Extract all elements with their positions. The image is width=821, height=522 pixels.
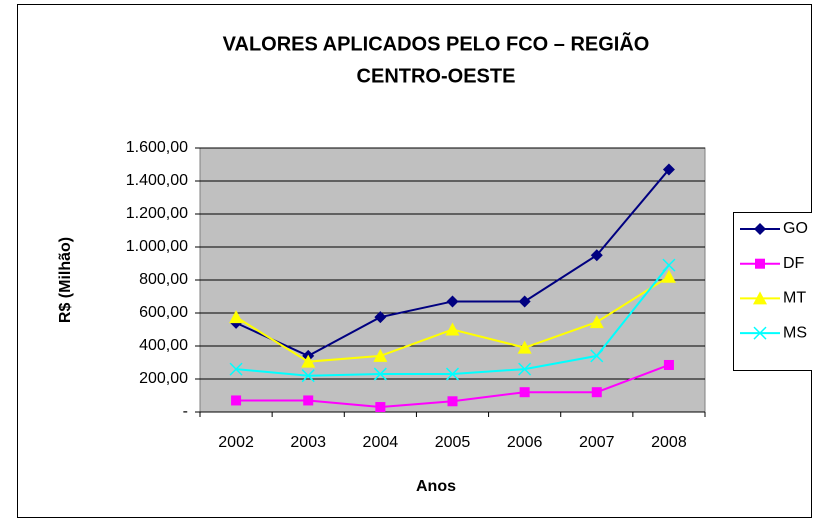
marker — [375, 402, 386, 413]
x-tick-label: 2006 — [507, 434, 543, 451]
marker — [663, 359, 674, 370]
marker — [590, 249, 603, 262]
y-tick-label: 1.200,00 — [126, 205, 188, 222]
y-tick-label: 400,00 — [139, 337, 188, 354]
marker — [303, 395, 314, 406]
legend-label: GO — [783, 220, 808, 237]
legend-label: MT — [783, 290, 806, 307]
y-axis-label: R$ (Milhão) — [57, 237, 74, 323]
x-tick-label: 2004 — [363, 434, 399, 451]
marker — [517, 340, 532, 354]
y-tick-label: 1.600,00 — [126, 139, 188, 156]
marker — [661, 269, 676, 283]
marker — [447, 396, 458, 407]
legend — [733, 212, 812, 371]
marker — [229, 310, 244, 324]
marker — [662, 258, 676, 272]
marker — [518, 295, 531, 308]
marker — [229, 362, 243, 376]
marker — [591, 387, 602, 398]
x-tick-label: 2005 — [435, 434, 471, 451]
marker — [518, 362, 532, 376]
x-tick-label: 2007 — [579, 434, 615, 451]
marker — [753, 291, 767, 305]
marker — [519, 387, 530, 398]
marker — [231, 395, 242, 406]
marker — [445, 367, 460, 381]
legend-label: MS — [783, 324, 807, 341]
x-tick-label: 2003 — [290, 434, 326, 451]
x-tick-label: 2002 — [218, 434, 254, 451]
marker — [589, 315, 604, 329]
marker — [753, 326, 767, 340]
y-tick-label: - — [183, 403, 188, 420]
y-tick-label: 1.400,00 — [126, 172, 188, 189]
x-axis-label: Anos — [416, 478, 456, 495]
marker — [301, 369, 315, 383]
marker — [754, 223, 766, 235]
y-tick-label: 200,00 — [139, 370, 188, 387]
y-tick-label: 600,00 — [139, 304, 188, 321]
marker — [301, 354, 316, 368]
marker — [662, 163, 675, 176]
marker — [445, 322, 460, 336]
marker — [373, 367, 387, 381]
chart-title: CENTRO-OESTE — [357, 65, 516, 87]
marker — [374, 311, 387, 324]
marker — [755, 258, 765, 269]
marker — [590, 349, 604, 363]
chart-title: VALORES APLICADOS PELO FCO – REGIÃO — [223, 32, 650, 55]
y-tick-label: 1.000,00 — [126, 238, 188, 255]
y-tick-label: 800,00 — [139, 271, 188, 288]
marker — [373, 348, 388, 362]
marker — [446, 295, 459, 308]
x-tick-label: 2008 — [651, 434, 687, 451]
legend-label: DF — [783, 255, 805, 272]
